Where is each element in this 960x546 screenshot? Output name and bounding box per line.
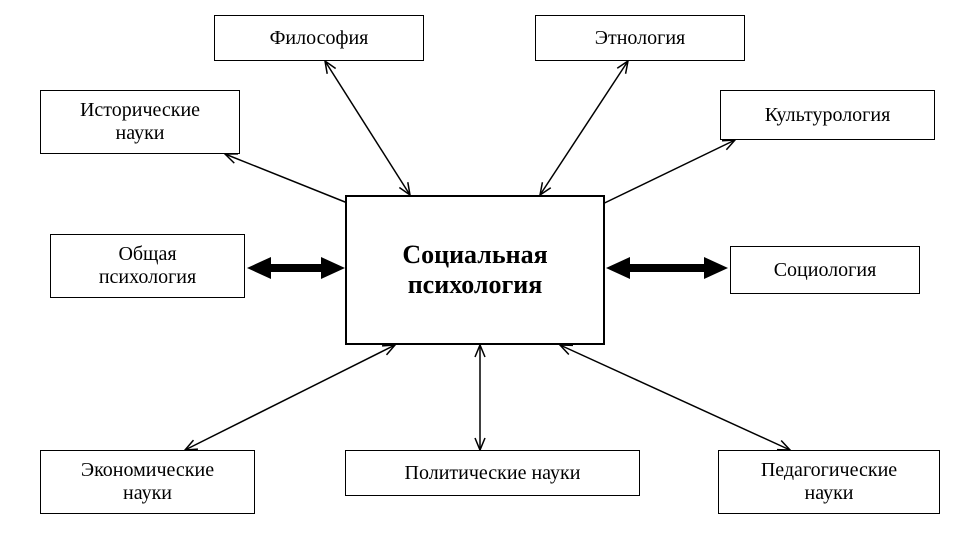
node-label: Философия <box>270 27 369 50</box>
node-ethnology: Этнология <box>535 15 745 61</box>
node-label: Педагогическиенауки <box>761 459 897 505</box>
node-pedagogy: Педагогическиенауки <box>718 450 940 514</box>
node-philosophy: Философия <box>214 15 424 61</box>
node-politics: Политические науки <box>345 450 640 496</box>
node-economics: Экономическиенауки <box>40 450 255 514</box>
node-sociology: Социология <box>730 246 920 294</box>
node-center: Социальнаяпсихология <box>345 195 605 345</box>
node-label: Политические науки <box>405 462 581 485</box>
node-label: Экономическиенауки <box>81 459 214 505</box>
node-label: Этнология <box>595 27 685 50</box>
node-label: Социальнаяпсихология <box>402 240 547 300</box>
node-history: Историческиенауки <box>40 90 240 154</box>
node-label: Социология <box>774 259 877 282</box>
node-label: Историческиенауки <box>80 99 200 145</box>
node-culturology: Культурология <box>720 90 935 140</box>
node-label: Общаяпсихология <box>99 243 196 289</box>
node-label: Культурология <box>765 104 891 127</box>
node-general_psy: Общаяпсихология <box>50 234 245 298</box>
